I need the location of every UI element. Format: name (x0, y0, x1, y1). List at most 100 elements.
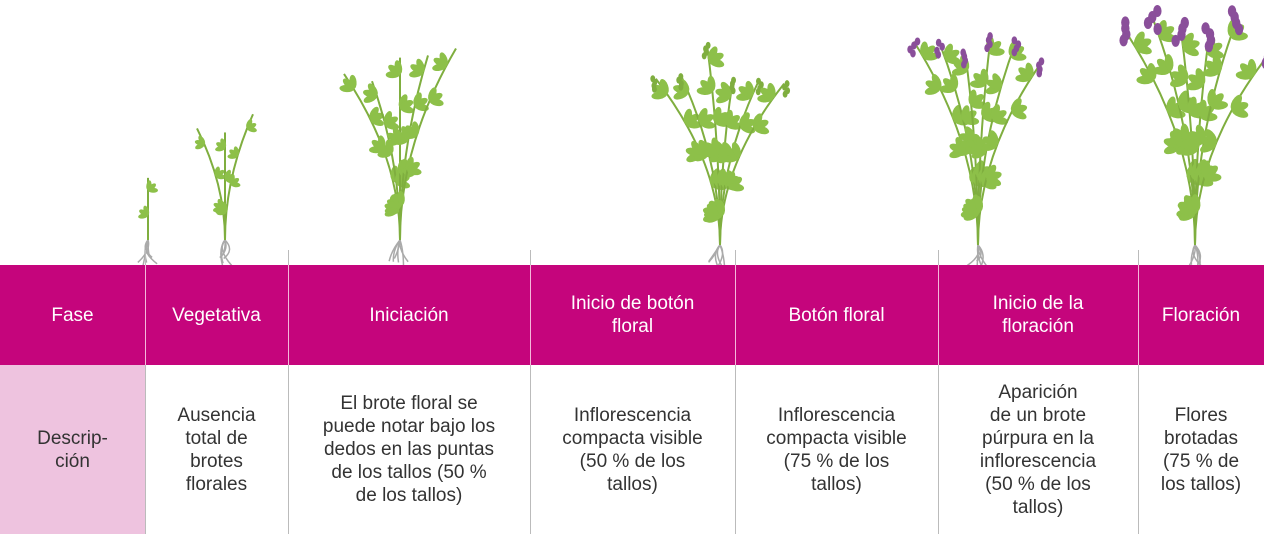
flower (910, 49, 916, 58)
leaf (147, 187, 158, 193)
leaf (964, 126, 976, 141)
leaf (992, 116, 1009, 125)
leaf (394, 60, 403, 75)
flower (1011, 36, 1018, 45)
leaf (1025, 62, 1034, 79)
root (145, 239, 153, 258)
flower (961, 60, 967, 69)
leaf (1147, 63, 1157, 80)
header-separator (530, 265, 531, 365)
leaf (963, 117, 980, 126)
leaf (429, 98, 444, 107)
header-cell: Floración (1138, 265, 1264, 365)
stem (719, 80, 760, 246)
leaf (707, 75, 716, 92)
header-cell: Inicio de la floración (938, 265, 1138, 365)
description-cell: Aparición de un brote púrpura en la infl… (979, 381, 1097, 518)
root (393, 239, 401, 259)
header-separator (1138, 265, 1139, 365)
leaf (407, 167, 422, 176)
description-cell: Ausencia total de brotes florales (177, 404, 256, 495)
leaf (215, 174, 226, 180)
stem (399, 47, 457, 241)
leaf (247, 126, 257, 133)
description-cell: El brote floral se puede notar bajo los … (322, 393, 496, 506)
column-separator (938, 250, 939, 534)
flower (984, 44, 990, 53)
leaf (349, 74, 357, 90)
root (220, 239, 226, 264)
description-cell: Inflorescencia compacta visible (75 % de… (766, 404, 907, 495)
flower (1177, 28, 1186, 41)
leaf (728, 183, 745, 192)
flower (939, 42, 945, 51)
flower (782, 90, 788, 98)
leaf (1231, 107, 1249, 118)
leaf (726, 121, 743, 130)
header-separator (288, 265, 289, 365)
leaf (1135, 44, 1152, 55)
flower (1204, 40, 1214, 53)
flower (1119, 34, 1128, 47)
leaf (753, 125, 770, 135)
leaf (923, 52, 940, 61)
column-separator (145, 250, 146, 534)
column-separator (1138, 250, 1139, 534)
description-cell: Descrip- ción (0, 365, 145, 534)
leaf (220, 138, 227, 148)
leaf (992, 73, 1003, 88)
column-separator (735, 250, 736, 534)
leaf (1206, 49, 1224, 59)
flower (1171, 34, 1180, 47)
leaf (989, 130, 999, 146)
leaf (370, 117, 384, 126)
flower (1153, 23, 1162, 36)
header-cell: Vegetativa (145, 265, 288, 365)
leaf (931, 74, 942, 89)
header-cell: Fase (0, 265, 145, 365)
root (223, 239, 231, 260)
flower (935, 50, 942, 59)
leaf (222, 202, 228, 213)
column-separator (530, 250, 531, 534)
leaf (1164, 54, 1174, 72)
leaf (143, 205, 150, 216)
header-separator (735, 265, 736, 365)
leaf (233, 146, 240, 157)
flower (755, 88, 761, 96)
leaf (950, 73, 959, 90)
header-separator (938, 265, 939, 365)
leaf (397, 190, 405, 206)
stem (371, 80, 401, 241)
leaf (1212, 54, 1223, 72)
flower (1036, 69, 1043, 78)
header-cell: Botón floral (735, 265, 938, 365)
leaf (1230, 32, 1248, 41)
leaf (731, 142, 741, 158)
leaf (686, 120, 702, 129)
leaf (1204, 129, 1217, 145)
leaf (1247, 59, 1257, 77)
leaf (767, 82, 776, 99)
leaf (974, 196, 984, 212)
leaf (699, 120, 715, 129)
header-cell: Iniciación (288, 265, 530, 365)
flower (1261, 57, 1264, 69)
header-separator (145, 265, 146, 365)
leaf (1011, 109, 1027, 120)
flower (678, 83, 684, 91)
leaf (198, 135, 206, 145)
leaf (439, 52, 448, 67)
leaf (716, 200, 726, 216)
flower (1011, 48, 1018, 57)
root (220, 239, 226, 258)
leaf (980, 68, 989, 85)
stem (977, 60, 1043, 246)
description-cell: Flores brotadas (75 % de los tallos) (1160, 404, 1242, 495)
leaf (367, 83, 378, 96)
leaf (1210, 101, 1228, 110)
leaf (708, 58, 725, 68)
leaf (1191, 194, 1201, 212)
